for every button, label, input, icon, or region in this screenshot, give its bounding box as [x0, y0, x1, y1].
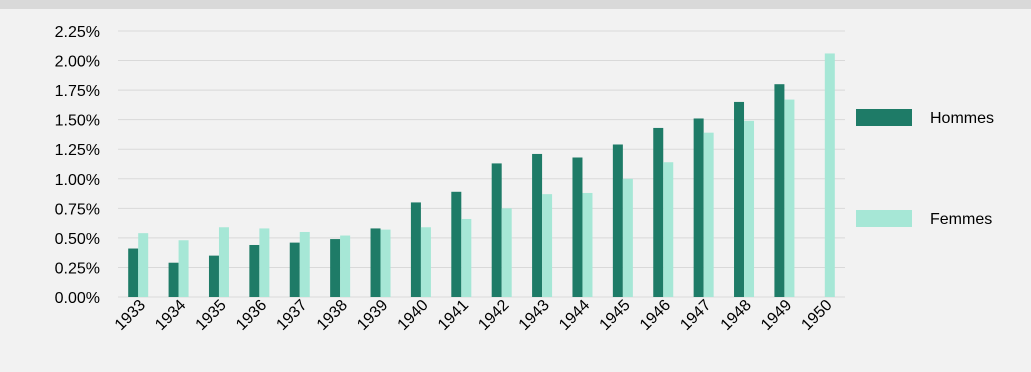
bar-femmes-1947: [703, 132, 714, 297]
x-tick-label: 1949: [758, 297, 795, 334]
x-tick-label: 1938: [314, 297, 351, 334]
y-tick-label: 0.00%: [55, 290, 100, 307]
bar-hommes-1939: [370, 228, 381, 297]
bar-femmes-1939: [380, 229, 391, 297]
x-tick-label: 1940: [395, 297, 432, 334]
bar-hommes-1947: [693, 118, 704, 298]
x-tick-label: 1936: [233, 297, 270, 334]
bar-femmes-1934: [178, 240, 189, 297]
y-tick-label: 0.75%: [55, 201, 100, 218]
y-tick-label: 0.50%: [55, 231, 100, 248]
bar-femmes-1944: [582, 192, 593, 297]
x-tick-label: 1950: [798, 297, 835, 334]
bar-femmes-1942: [501, 208, 512, 297]
bar-hommes-1949: [774, 84, 785, 297]
bar-hommes-1935: [208, 255, 219, 297]
bar-femmes-1938: [340, 235, 351, 297]
bar-femmes-1933: [138, 233, 149, 297]
legend-swatch: [856, 210, 912, 227]
bar-hommes-1940: [410, 202, 421, 297]
legend-swatch: [856, 109, 912, 126]
bar-femmes-1937: [299, 231, 310, 297]
x-tick-label: 1946: [637, 297, 674, 334]
x-tick-label: 1945: [597, 297, 634, 334]
x-tick-label: 1947: [677, 297, 714, 334]
bar-hommes-1944: [572, 157, 583, 297]
bar-femmes-1936: [259, 228, 270, 297]
x-tick-label: 1948: [718, 297, 755, 334]
y-tick-label: 0.25%: [55, 260, 100, 277]
bar-hommes-1941: [451, 191, 462, 297]
y-tick-label: 1.25%: [55, 142, 100, 159]
x-tick-label: 1944: [556, 297, 593, 334]
bar-femmes-1945: [622, 178, 633, 297]
bar-hommes-1942: [491, 163, 502, 297]
x-tick-label: 1934: [152, 297, 189, 334]
bar-hommes-1948: [734, 101, 745, 297]
bar-femmes-1941: [461, 218, 472, 297]
y-tick-label: 1.50%: [55, 113, 100, 130]
x-tick-label: 1937: [273, 297, 310, 334]
legend-label: Hommes: [930, 110, 994, 127]
bar-hommes-1946: [653, 127, 664, 297]
bar-hommes-1945: [612, 144, 623, 297]
bar-femmes-1940: [420, 227, 431, 297]
x-tick-label: 1939: [354, 297, 391, 334]
bar-hommes-1933: [128, 248, 139, 297]
bar-hommes-1934: [168, 262, 179, 297]
x-tick-label: 1942: [475, 297, 512, 334]
bar-hommes-1937: [289, 242, 300, 297]
x-tick-label: 1941: [435, 297, 472, 334]
bar-hommes-1938: [330, 239, 341, 297]
bar-femmes-1950: [824, 53, 835, 298]
legend-label: Femmes: [930, 211, 992, 228]
x-tick-label: 1933: [112, 297, 149, 334]
x-tick-label: 1943: [516, 297, 553, 334]
bar-hommes-1943: [532, 153, 543, 297]
bar-femmes-1949: [784, 99, 795, 298]
top-band: [0, 0, 1031, 9]
y-tick-label: 1.75%: [55, 83, 100, 100]
bar-femmes-1943: [542, 194, 553, 297]
x-tick-label: 1935: [193, 297, 230, 334]
y-tick-label: 2.25%: [55, 24, 100, 41]
bar-femmes-1935: [218, 227, 229, 297]
y-tick-label: 2.00%: [55, 54, 100, 71]
y-tick-label: 1.00%: [55, 172, 100, 189]
bar-femmes-1948: [744, 120, 755, 297]
bar-hommes-1936: [249, 244, 260, 297]
bar-femmes-1946: [663, 162, 674, 297]
